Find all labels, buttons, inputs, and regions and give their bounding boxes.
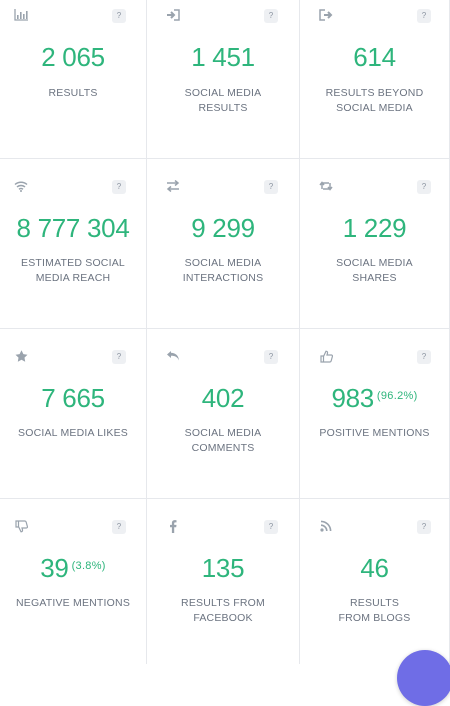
wifi-icon xyxy=(14,179,28,193)
stat-label: RESULTS xyxy=(48,87,98,99)
stat-value: 8 777 304 xyxy=(16,213,130,243)
card-results-from-blogs: ? 46 RESULTS FROM BLOGS xyxy=(300,499,450,664)
stat-label: RESULTS FROM FACEBOOK xyxy=(181,597,265,624)
stat-label: SOCIAL MEDIA SHARES xyxy=(336,257,413,284)
stat-label: NEGATIVE MENTIONS xyxy=(15,597,131,609)
stat-value: 9 299 xyxy=(191,213,255,243)
stat-label: RESULTS BEYOND SOCIAL MEDIA xyxy=(325,87,424,114)
stat-label: SOCIAL MEDIA COMMENTS xyxy=(184,427,262,454)
facebook-icon xyxy=(166,519,180,533)
card-results-beyond-social-media: ? 614 RESULTS BEYOND SOCIAL MEDIA xyxy=(300,0,450,159)
stat-value: 983 (96.2%) xyxy=(331,383,418,413)
stat-label: SOCIAL MEDIA INTERACTIONS xyxy=(182,257,264,284)
retweet-icon xyxy=(319,179,333,193)
bar-chart-icon xyxy=(14,8,28,22)
card-results: ? 2 065 RESULTS xyxy=(0,0,147,159)
exchange-icon xyxy=(166,179,180,193)
help-button[interactable]: ? xyxy=(264,520,278,534)
reply-icon xyxy=(166,349,180,363)
card-social-media-interactions: ? 9 299 SOCIAL MEDIA INTERACTIONS xyxy=(147,159,300,329)
help-button[interactable]: ? xyxy=(264,180,278,194)
help-button[interactable]: ? xyxy=(112,350,126,364)
help-button[interactable]: ? xyxy=(112,520,126,534)
card-estimated-social-media-reach: ? 8 777 304 ESTIMATED SOCIAL MEDIA REACH xyxy=(0,159,147,329)
stat-label: ESTIMATED SOCIAL MEDIA REACH xyxy=(21,257,125,284)
floating-action-button[interactable] xyxy=(397,650,450,706)
stat-value: 1 451 xyxy=(191,42,255,72)
help-button[interactable]: ? xyxy=(112,180,126,194)
stat-label: SOCIAL MEDIA LIKES xyxy=(18,427,128,439)
card-results-from-facebook: ? 135 RESULTS FROM FACEBOOK xyxy=(147,499,300,664)
stat-value: 46 xyxy=(360,553,389,583)
rss-icon xyxy=(319,519,333,533)
stat-value: 402 xyxy=(201,383,245,413)
stat-label: POSITIVE MENTIONS xyxy=(319,427,430,439)
card-negative-mentions: ? 39 (3.8%) NEGATIVE MENTIONS xyxy=(0,499,147,664)
stat-label: SOCIAL MEDIA RESULTS xyxy=(184,87,262,114)
percentage: (96.2%) xyxy=(376,390,418,402)
card-social-media-likes: ? 7 665 SOCIAL MEDIA LIKES xyxy=(0,329,147,499)
stats-grid: ? 2 065 RESULTS ? 1 451 SOCIAL MEDIA RES… xyxy=(0,0,450,664)
card-social-media-comments: ? 402 SOCIAL MEDIA COMMENTS xyxy=(147,329,300,499)
card-positive-mentions: ? 983 (96.2%) POSITIVE MENTIONS xyxy=(300,329,450,499)
star-icon xyxy=(14,349,28,363)
thumbs-down-icon xyxy=(14,519,28,533)
stat-value: 7 665 xyxy=(41,383,105,413)
help-button[interactable]: ? xyxy=(417,350,431,364)
stat-value: 614 xyxy=(353,42,396,72)
sign-in-icon xyxy=(166,8,180,22)
stat-value: 2 065 xyxy=(41,42,105,72)
stat-value: 135 xyxy=(201,553,245,583)
stat-label: RESULTS FROM BLOGS xyxy=(338,597,411,624)
help-button[interactable]: ? xyxy=(112,9,126,23)
sign-out-icon xyxy=(319,8,333,22)
stat-value: 1 229 xyxy=(342,213,407,243)
help-button[interactable]: ? xyxy=(417,520,431,534)
percentage: (3.8%) xyxy=(71,560,106,572)
card-social-media-shares: ? 1 229 SOCIAL MEDIA SHARES xyxy=(300,159,450,329)
stat-value: 39 (3.8%) xyxy=(40,553,106,583)
thumbs-up-icon xyxy=(319,349,333,363)
help-button[interactable]: ? xyxy=(417,180,431,194)
help-button[interactable]: ? xyxy=(264,350,278,364)
help-button[interactable]: ? xyxy=(264,9,278,23)
card-social-media-results: ? 1 451 SOCIAL MEDIA RESULTS xyxy=(147,0,300,159)
help-button[interactable]: ? xyxy=(417,9,431,23)
